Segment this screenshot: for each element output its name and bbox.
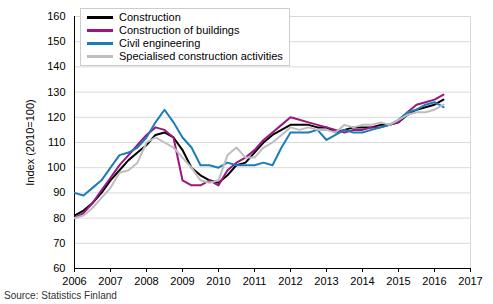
svg-text:90: 90 bbox=[53, 186, 65, 198]
svg-text:160: 160 bbox=[47, 10, 65, 22]
html-text:Specialised construction activ: Specialised construction activities bbox=[119, 50, 283, 62]
svg-text:100: 100 bbox=[47, 161, 65, 173]
html-text:Source: Statistics Finland: Source: Statistics Finland bbox=[4, 290, 117, 301]
svg-text:2014: 2014 bbox=[350, 275, 374, 287]
html-text:Construction of buildings: Construction of buildings bbox=[119, 24, 240, 36]
svg-text:2010: 2010 bbox=[206, 275, 230, 287]
svg-text:2015: 2015 bbox=[386, 275, 410, 287]
svg-text:80: 80 bbox=[53, 212, 65, 224]
svg-text:60: 60 bbox=[53, 262, 65, 274]
svg-text:2017: 2017 bbox=[458, 275, 482, 287]
svg-text:70: 70 bbox=[53, 237, 65, 249]
html-text:Construction: Construction bbox=[119, 11, 181, 23]
svg-text:140: 140 bbox=[47, 60, 65, 72]
svg-text:120: 120 bbox=[47, 111, 65, 123]
svg-text:110: 110 bbox=[48, 136, 66, 148]
svg-text:2008: 2008 bbox=[134, 275, 158, 287]
svg-text:2011: 2011 bbox=[243, 275, 267, 287]
svg-text:2009: 2009 bbox=[170, 275, 194, 287]
svg-text:Index (2010=100): Index (2010=100) bbox=[24, 99, 36, 186]
svg-text:2006: 2006 bbox=[62, 275, 86, 287]
svg-text:2012: 2012 bbox=[278, 275, 302, 287]
svg-text:150: 150 bbox=[47, 35, 65, 47]
svg-text:130: 130 bbox=[47, 86, 65, 98]
svg-text:2013: 2013 bbox=[314, 275, 338, 287]
html-text:Civil engineering: Civil engineering bbox=[119, 37, 201, 49]
svg-text:2016: 2016 bbox=[422, 275, 446, 287]
svg-text:2007: 2007 bbox=[98, 275, 122, 287]
